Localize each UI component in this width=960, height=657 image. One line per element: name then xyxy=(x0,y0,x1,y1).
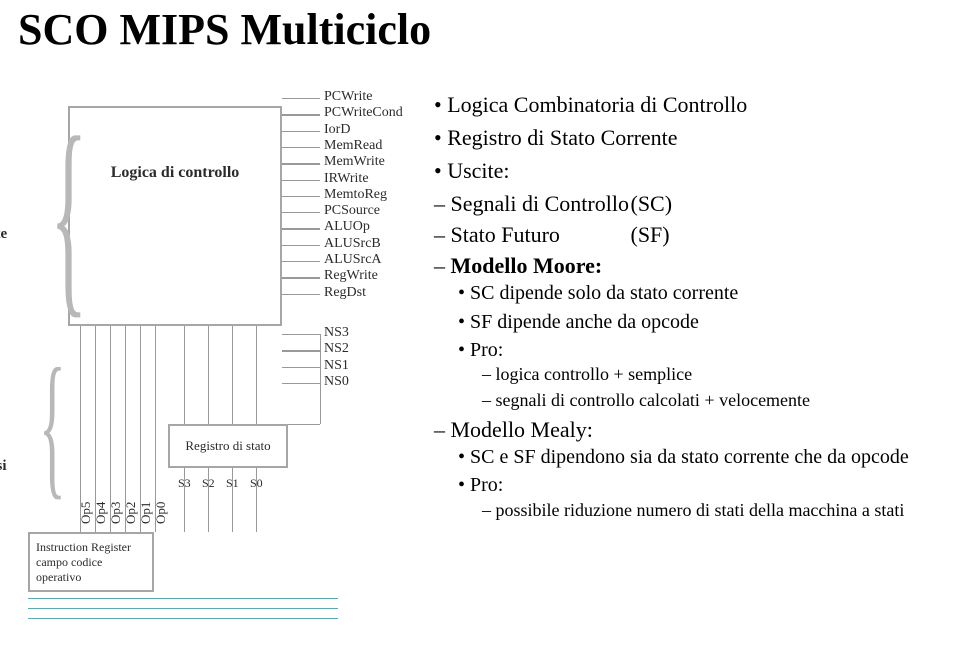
output-signal-label: PCWriteCond xyxy=(324,105,403,121)
bullet-uscite: Uscite: xyxy=(434,156,950,185)
state-input-stub xyxy=(232,326,233,424)
output-signal-line xyxy=(282,196,320,197)
ns-signal-line xyxy=(282,350,320,351)
ns-bus-horizontal xyxy=(288,424,320,425)
bullets-region: Logica Combinatoria di Controllo Registr… xyxy=(410,90,950,524)
output-signal-line xyxy=(282,114,320,115)
output-signal-label: MemtoReg xyxy=(324,187,387,203)
moore-heading: Modello Moore: SC dipende solo da stato … xyxy=(434,251,950,413)
page-title: SCO MIPS Multiciclo xyxy=(18,4,431,55)
output-signal-line xyxy=(282,163,320,164)
moore-item-2: SF dipende anche da opcode xyxy=(458,309,950,335)
bottom-bus-line xyxy=(28,618,338,619)
ns-signal-line xyxy=(282,383,320,384)
uscite-brace-icon: { xyxy=(50,104,87,324)
output-signal-line xyxy=(282,261,320,262)
control-logic-diagram: Logica di controllo Uscite Ingressi Regi… xyxy=(8,84,403,644)
output-signal-label: PCSource xyxy=(324,203,380,219)
output-signal-line xyxy=(282,98,320,99)
state-register-box: Registro di stato xyxy=(168,424,288,468)
output-signal-line xyxy=(282,131,320,132)
moore-pro-2: segnali di controllo calcolati + velocem… xyxy=(482,389,950,413)
op-input-label: Op1 xyxy=(138,502,154,524)
instruction-register-box: Instruction Register campo codice operat… xyxy=(28,532,154,592)
moore-item-pro: Pro: logica controllo + semplice segnali… xyxy=(458,337,950,413)
output-signal-line xyxy=(282,147,320,148)
ns-signal-label: NS2 xyxy=(324,341,349,357)
bullet-register: Registro di Stato Corrente xyxy=(434,123,950,152)
uscite-bracket-label: Uscite xyxy=(0,226,7,243)
ns-signal-label: NS3 xyxy=(324,325,349,341)
ingressi-brace-icon: { xyxy=(39,344,66,504)
output-signal-label: ALUSrcA xyxy=(324,252,382,268)
op-input-label: Op2 xyxy=(123,502,139,524)
instr-reg-line2: campo codice operativo xyxy=(36,555,146,585)
op-input-label: Op3 xyxy=(108,502,124,524)
op-input-label: Op4 xyxy=(93,502,109,524)
output-signal-label: ALUOp xyxy=(324,219,370,235)
output-signal-label: RegWrite xyxy=(324,268,378,284)
ingressi-bracket-label: Ingressi xyxy=(0,458,7,475)
op-input-label: Op0 xyxy=(153,502,169,524)
mealy-label: Modello Mealy: xyxy=(451,417,593,442)
state-input-stub xyxy=(208,326,209,424)
ns-signal-label: NS0 xyxy=(324,374,349,390)
mealy-item-pro: Pro: possibile riduzione numero di stati… xyxy=(458,472,950,522)
state-input-stub-lower xyxy=(184,468,185,532)
output-signal-label: RegDst xyxy=(324,285,366,301)
moore-item-1: SC dipende solo da stato corrente xyxy=(458,280,950,306)
output-signal-line xyxy=(282,228,320,229)
state-input-stub-lower xyxy=(256,468,257,532)
ns-signal-line xyxy=(282,334,320,335)
uscite-sf-label: Stato Futuro xyxy=(451,220,631,249)
bullet-logic: Logica Combinatoria di Controllo xyxy=(434,90,950,119)
output-signal-line xyxy=(282,180,320,181)
uscite-sf-tag: (SF) xyxy=(631,222,670,247)
mealy-pro-1: possibile riduzione numero di stati dell… xyxy=(482,499,950,523)
uscite-sc-tag: (SC) xyxy=(631,191,673,216)
output-signal-line xyxy=(282,212,320,213)
state-input-stub xyxy=(184,326,185,424)
output-signal-label: IorD xyxy=(324,122,350,138)
moore-pro-1: logica controllo + semplice xyxy=(482,363,950,387)
bottom-bus-line xyxy=(28,608,338,609)
output-signal-label: MemRead xyxy=(324,138,382,154)
op-input-label: Op5 xyxy=(78,502,94,524)
output-signal-label: MemWrite xyxy=(324,154,385,170)
bottom-bus-line xyxy=(28,598,338,599)
state-input-stub xyxy=(256,326,257,424)
mealy-item-1: SC e SF dipendono sia da stato corrente … xyxy=(458,444,950,470)
uscite-item-sf: Stato Futuro(SF) xyxy=(434,220,950,249)
moore-label: Modello Moore: xyxy=(451,253,603,278)
output-signal-label: IRWrite xyxy=(324,171,369,187)
ns-signal-label: NS1 xyxy=(324,358,349,374)
output-signal-label: ALUSrcB xyxy=(324,236,381,252)
output-signal-line xyxy=(282,294,320,295)
uscite-sc-label: Segnali di Controllo xyxy=(451,189,631,218)
mealy-heading: Modello Mealy: SC e SF dipendono sia da … xyxy=(434,415,950,523)
uscite-item-sc: Segnali di Controllo(SC) xyxy=(434,189,950,218)
output-signal-label: PCWrite xyxy=(324,89,372,105)
state-input-stub-lower xyxy=(232,468,233,532)
logic-box-label: Logica di controllo xyxy=(70,164,280,182)
state-input-stub-lower xyxy=(208,468,209,532)
ns-bus-vertical xyxy=(320,334,321,424)
output-signal-line xyxy=(282,245,320,246)
ns-signal-line xyxy=(282,367,320,368)
output-signal-line xyxy=(282,277,320,278)
logic-box: Logica di controllo xyxy=(68,106,282,326)
instr-reg-line1: Instruction Register xyxy=(36,540,146,555)
